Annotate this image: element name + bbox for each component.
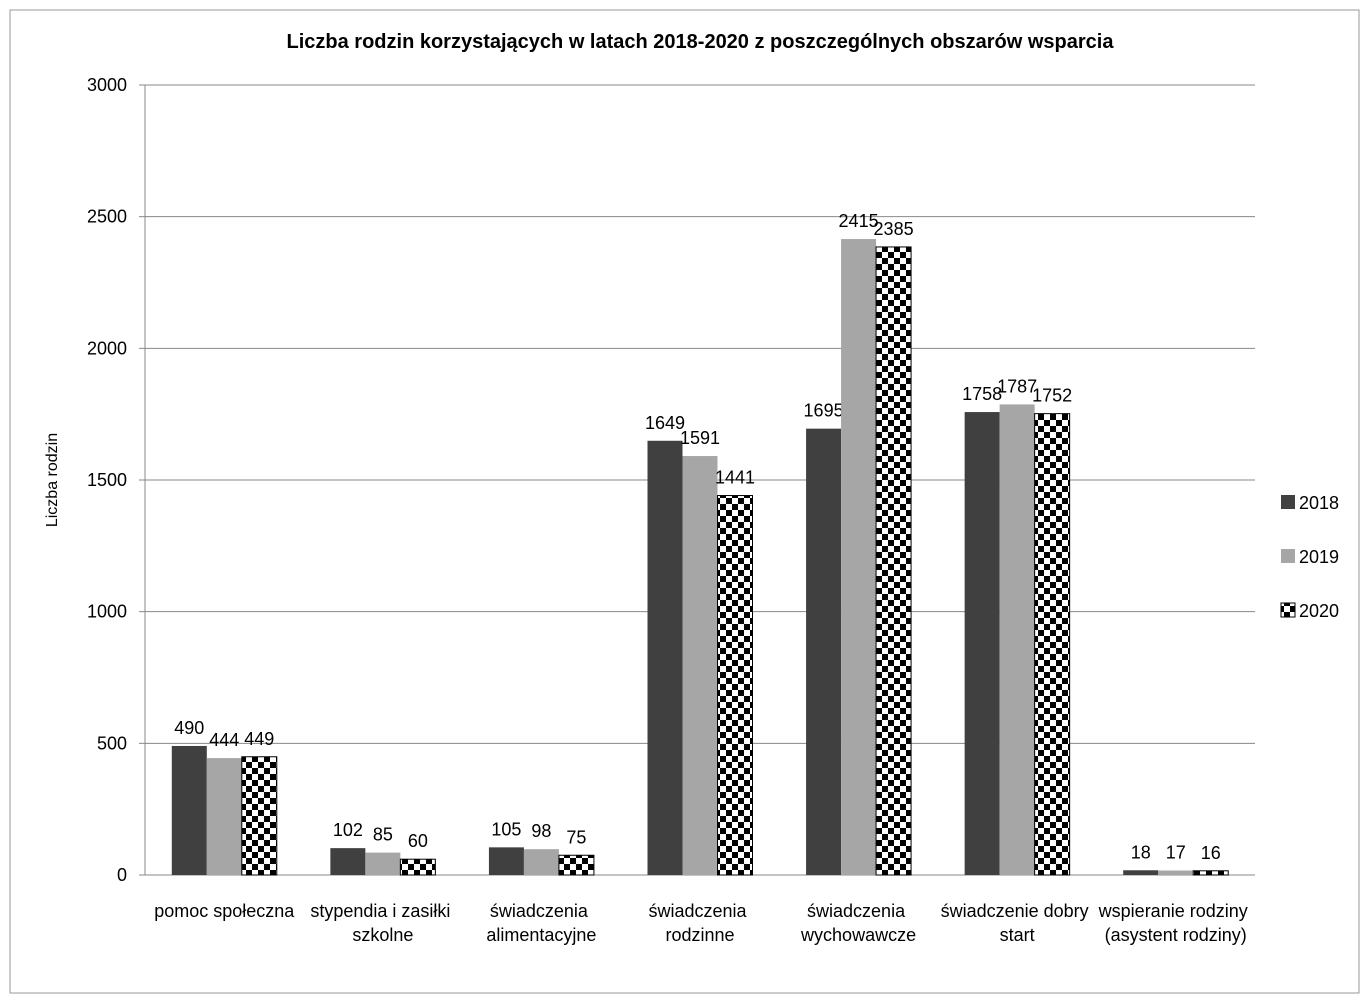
legend-swatch xyxy=(1281,549,1295,563)
y-tick-label: 0 xyxy=(117,865,127,885)
bar xyxy=(717,495,753,876)
legend-label: 2020 xyxy=(1299,601,1339,621)
y-tick-label: 2500 xyxy=(87,207,127,227)
data-label: 1758 xyxy=(962,384,1002,404)
data-label: 444 xyxy=(209,730,239,750)
x-tick-label: pomoc społeczna xyxy=(154,901,295,921)
bar xyxy=(841,239,877,876)
data-label: 105 xyxy=(491,819,521,839)
legend-label: 2019 xyxy=(1299,547,1339,567)
data-label: 1695 xyxy=(804,401,844,421)
x-tick-label: świadczenie dobry start xyxy=(941,901,1094,945)
bar xyxy=(875,246,912,876)
bar xyxy=(1123,870,1159,875)
bar xyxy=(206,758,242,875)
data-label: 16 xyxy=(1201,843,1221,863)
y-tick-label: 2000 xyxy=(87,338,127,358)
data-label: 17 xyxy=(1166,843,1186,863)
bar xyxy=(330,848,366,875)
data-label: 2415 xyxy=(839,211,879,231)
x-tick-label: świadczenia rodzinne xyxy=(648,901,751,945)
data-label: 1752 xyxy=(1032,386,1072,406)
bar xyxy=(241,756,278,876)
data-label: 85 xyxy=(373,825,393,845)
y-tick-label: 3000 xyxy=(87,75,127,95)
bar xyxy=(1192,870,1229,876)
data-label: 1441 xyxy=(715,468,755,488)
data-label: 1649 xyxy=(645,413,685,433)
y-axis-label: Liczba rodzin xyxy=(44,433,61,527)
bar xyxy=(171,745,207,875)
bar xyxy=(399,858,436,876)
y-tick-label: 1000 xyxy=(87,602,127,622)
y-tick-label: 500 xyxy=(97,733,127,753)
data-label: 75 xyxy=(566,827,586,847)
bar xyxy=(523,849,559,875)
data-label: 18 xyxy=(1131,842,1151,862)
data-label: 1591 xyxy=(680,428,720,448)
bar xyxy=(999,404,1035,875)
data-label: 2385 xyxy=(874,219,914,239)
data-label: 1787 xyxy=(997,376,1037,396)
bar xyxy=(365,852,401,875)
x-tick-label: stypendia i zasiłki szkolne xyxy=(310,901,455,945)
data-label: 449 xyxy=(244,729,274,749)
bar xyxy=(682,456,718,875)
data-label: 102 xyxy=(333,820,363,840)
legend-swatch xyxy=(1280,602,1296,618)
bar xyxy=(647,440,683,875)
bar xyxy=(488,847,524,875)
chart-title: Liczba rodzin korzystających w latach 20… xyxy=(287,31,1115,53)
bar xyxy=(558,854,595,876)
legend-swatch xyxy=(1281,495,1295,509)
data-label: 60 xyxy=(408,831,428,851)
data-label: 98 xyxy=(531,821,551,841)
bar xyxy=(964,412,1000,875)
x-tick-label: wspieranie rodziny (asystent rodziny) xyxy=(1098,901,1253,945)
data-label: 490 xyxy=(174,718,204,738)
x-tick-label: świadczenia wychowawcze xyxy=(800,901,916,945)
legend-label: 2018 xyxy=(1299,493,1339,513)
y-tick-label: 1500 xyxy=(87,470,127,490)
bar xyxy=(1158,870,1194,875)
x-tick-label: świadczenia alimentacyjne xyxy=(486,901,596,945)
bar xyxy=(1034,413,1071,876)
bar xyxy=(806,428,842,875)
